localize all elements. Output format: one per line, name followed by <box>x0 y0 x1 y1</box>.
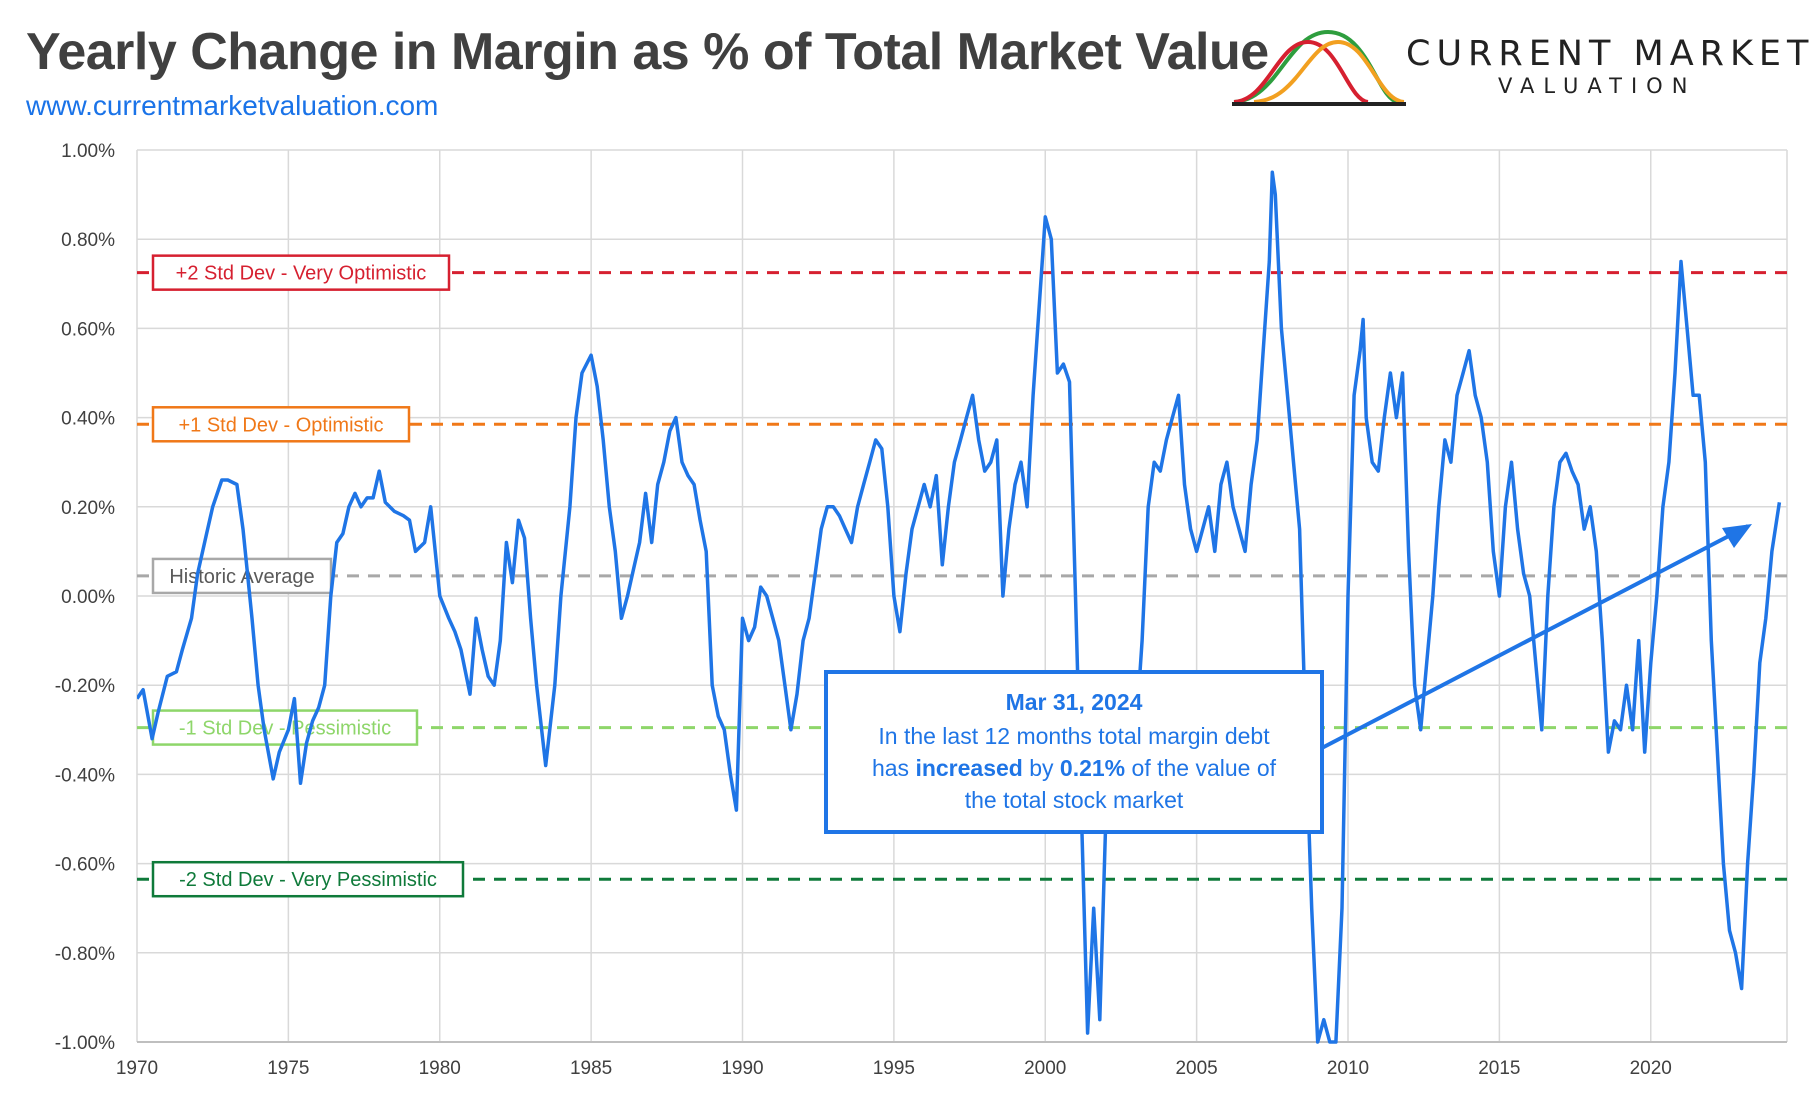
series-line <box>137 170 1782 1044</box>
y-tick-label: 0.40% <box>61 409 115 430</box>
y-tick-label: 0.80% <box>61 230 115 251</box>
x-tick-label: 1970 <box>116 1058 158 1079</box>
logo-text-valuation: VALUATION <box>1498 74 1697 98</box>
y-tick-label: 1.00% <box>61 141 115 162</box>
annotation-line3: the total stock market <box>965 787 1184 813</box>
y-tick-label: -0.20% <box>55 676 115 697</box>
reference-label-box-plus1 <box>151 406 411 443</box>
y-tick-label: 0.60% <box>61 319 115 340</box>
annotation-callout: Mar 31, 2024 In the last 12 months total… <box>824 524 1752 834</box>
x-tick-label: 2005 <box>1175 1058 1217 1079</box>
y-tick-label: -0.80% <box>55 944 115 965</box>
reference-label-minus2: -2 Std Dev - Very Pessimistic <box>179 869 437 891</box>
x-tick-label: 1975 <box>267 1058 309 1079</box>
reference-label-average: Historic Average <box>169 566 314 588</box>
logo-text-current-market: CURRENT MARKET <box>1406 34 1815 74</box>
logo: CURRENT MARKET VALUATION <box>1228 22 1808 112</box>
annotation-date: Mar 31, 2024 <box>1006 689 1143 715</box>
reference-label-plus1: +1 Std Dev - Optimistic <box>178 414 383 436</box>
annotation-line2: has increased by 0.21% of the value of <box>872 755 1277 781</box>
x-tick-label: 1985 <box>570 1058 612 1079</box>
annotation-line1: In the last 12 months total margin debt <box>878 723 1270 749</box>
reference-label-box-minus2 <box>151 860 465 898</box>
x-tick-label: 2020 <box>1630 1058 1672 1079</box>
reference-label-box-average <box>151 557 333 595</box>
y-tick-label: -1.00% <box>55 1033 115 1054</box>
logo-bell-curves-icon <box>1232 29 1406 106</box>
chart-title: Yearly Change in Margin as % of Total Ma… <box>26 23 1269 81</box>
reference-label-plus2: +2 Std Dev - Very Optimistic <box>176 263 427 285</box>
website-link[interactable]: www.currentmarketvaluation.com <box>26 90 439 121</box>
x-tick-label: 2015 <box>1478 1058 1520 1079</box>
x-tick-label: 1995 <box>873 1058 915 1079</box>
x-tick-label: 2000 <box>1024 1058 1066 1079</box>
arrow-head-icon <box>1722 524 1752 548</box>
y-tick-label: 0.20% <box>61 498 115 519</box>
y-tick-label: -0.60% <box>55 855 115 876</box>
reference-label-box-plus2 <box>151 254 451 291</box>
y-tick-label: 0.00% <box>61 587 115 608</box>
reference-label-minus1: -1 Std Dev - Pessimistic <box>179 718 391 740</box>
y-tick-label: -0.40% <box>55 765 115 786</box>
x-tick-label: 2010 <box>1327 1058 1369 1079</box>
x-tick-label: 1980 <box>419 1058 461 1079</box>
annotation-arrow <box>1317 524 1749 752</box>
x-tick-label: 1990 <box>721 1058 763 1079</box>
